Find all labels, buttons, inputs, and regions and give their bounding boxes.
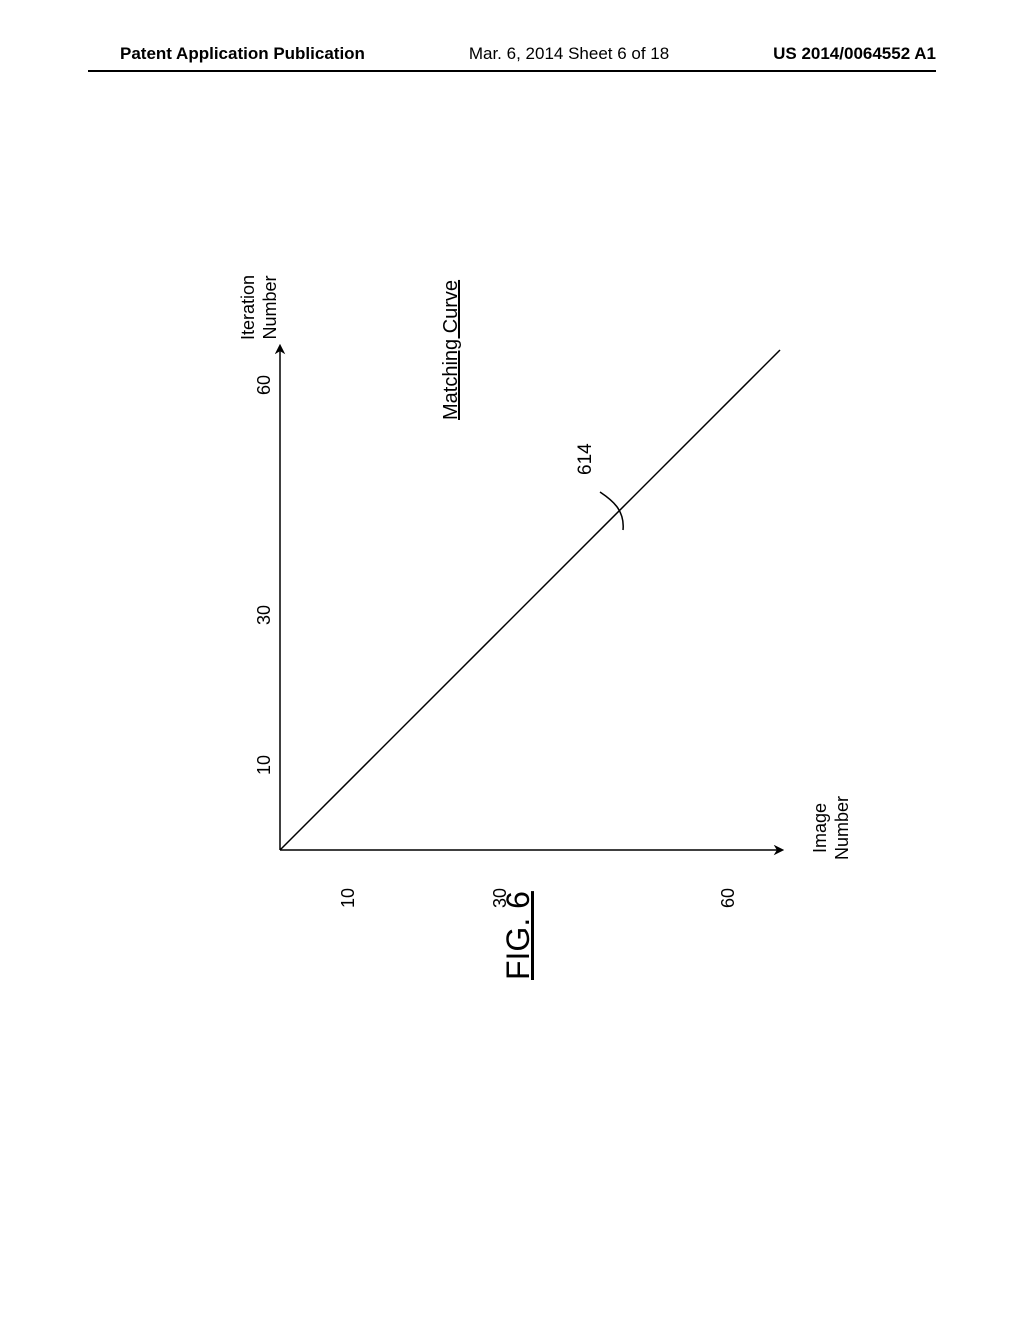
figure-area: Matching Curve Iteration Number Image Nu… — [180, 260, 860, 1030]
header-right: US 2014/0064552 A1 — [773, 44, 936, 64]
x-tick-10: 10 — [338, 888, 359, 908]
chart-svg — [280, 340, 800, 880]
figure-label: FIG. 6 — [500, 891, 537, 980]
leader-curve — [600, 492, 623, 530]
y-tick-10: 10 — [254, 755, 275, 775]
x-axis-label: Image Number — [810, 796, 853, 860]
y-tick-30: 30 — [254, 605, 275, 625]
reference-number: 614 — [575, 443, 597, 475]
y-tick-60: 60 — [254, 375, 275, 395]
header-left: Patent Application Publication — [120, 44, 365, 64]
y-axis-label: Iteration Number — [238, 275, 281, 340]
header-center: Mar. 6, 2014 Sheet 6 of 18 — [469, 44, 669, 64]
matching-curve-line — [280, 350, 780, 850]
x-tick-60: 60 — [718, 888, 739, 908]
header-rule — [88, 70, 936, 72]
page-header: Patent Application Publication Mar. 6, 2… — [0, 44, 1024, 64]
